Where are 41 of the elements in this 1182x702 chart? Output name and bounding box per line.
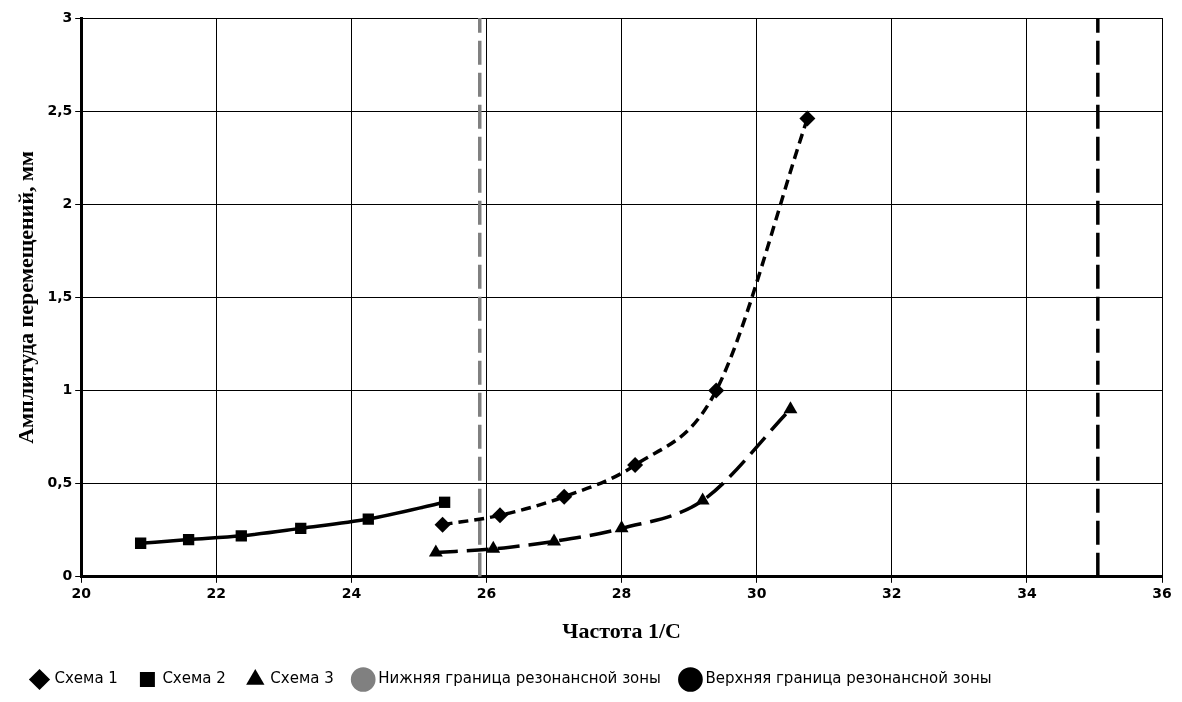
legend-label: Нижняя граница резонансной зоны <box>378 669 661 688</box>
x-tick-label: 28 <box>611 584 632 601</box>
point <box>556 488 573 505</box>
y-tick-label: 0 <box>62 567 73 584</box>
y-tick-label: 0,5 <box>47 474 73 491</box>
y-tick-label: 1 <box>62 381 73 398</box>
point <box>799 110 816 127</box>
point <box>362 513 374 525</box>
point <box>428 544 443 557</box>
point <box>614 520 629 533</box>
point <box>783 401 798 414</box>
legend-label: Верхняя граница резонансной зоны <box>705 669 992 688</box>
point <box>438 496 451 508</box>
x-tick-label: 32 <box>882 584 902 601</box>
point <box>627 457 644 474</box>
y-tick-label: 3 <box>62 8 73 25</box>
point <box>235 530 247 542</box>
point <box>182 533 195 546</box>
point <box>708 382 725 399</box>
point <box>486 540 501 553</box>
x-tick-label: 24 <box>341 584 362 601</box>
y-tick-label: 2 <box>62 194 73 211</box>
y-axis-title: Амплитуда перемещений, мм <box>12 150 38 444</box>
legend-label: Схема 3 <box>270 669 334 688</box>
point <box>547 533 561 546</box>
point <box>695 492 710 505</box>
x-tick-label: 30 <box>746 584 767 601</box>
y-tick-label: 1,5 <box>47 288 73 305</box>
point <box>134 537 147 549</box>
x-tick-label: 22 <box>206 584 227 601</box>
point <box>492 507 509 524</box>
y-tick-label: 2,5 <box>47 101 73 118</box>
x-axis-title: Частота 1/С <box>562 618 681 644</box>
x-tick-label: 20 <box>71 584 92 601</box>
point <box>434 516 451 533</box>
legend-label: Схема 2 <box>162 669 226 688</box>
x-tick-label: 36 <box>1152 584 1172 601</box>
point <box>295 522 307 535</box>
x-tick-label: 34 <box>1017 584 1037 601</box>
legend-label: Схема 1 <box>54 669 118 688</box>
x-tick-label: 26 <box>476 584 497 601</box>
